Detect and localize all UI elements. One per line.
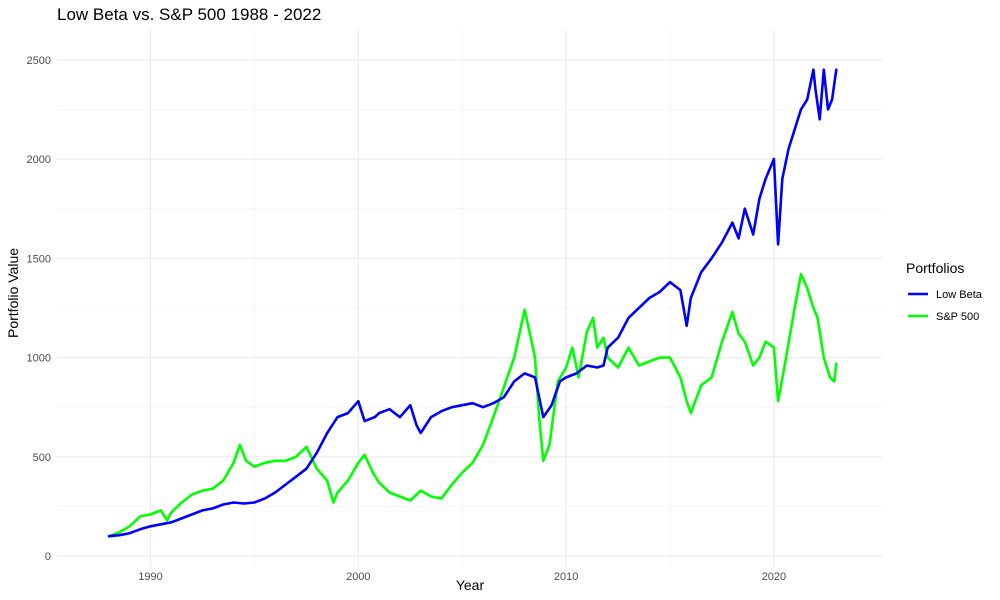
y-tick-label: 2500 (27, 55, 51, 67)
x-tick-label: 2000 (346, 571, 370, 583)
legend-label: Low Beta (936, 289, 983, 301)
chart-title: Low Beta vs. S&P 500 1988 - 2022 (57, 5, 322, 24)
x-tick-label: 2020 (762, 571, 786, 583)
x-tick-label: 2010 (554, 571, 578, 583)
y-tick-label: 0 (45, 551, 51, 563)
legend-label: S&P 500 (936, 311, 979, 323)
legend-title: Portfolios (906, 260, 964, 276)
y-tick-label: 1500 (27, 253, 51, 265)
legend-items: Low Beta S&P 500 (908, 289, 983, 323)
x-axis-title: Year (456, 577, 485, 593)
tick-layer: 0 500 1000 1500 2000 2500 1990 2000 2010 2020 (27, 55, 787, 583)
y-tick-label: 2000 (27, 154, 51, 166)
series-line-low-beta (107, 68, 838, 538)
series-line-s-p-500 (107, 272, 838, 538)
x-tick-label: 1990 (138, 571, 162, 583)
legend: Portfolios Low Beta S&P 500 (906, 260, 983, 323)
grid-major (57, 30, 882, 566)
grid-minor (57, 30, 882, 566)
y-tick-label: 500 (33, 452, 51, 464)
series-layer (107, 68, 838, 538)
y-tick-label: 1000 (27, 353, 51, 365)
y-axis-title: Portfolio Value (5, 248, 21, 338)
